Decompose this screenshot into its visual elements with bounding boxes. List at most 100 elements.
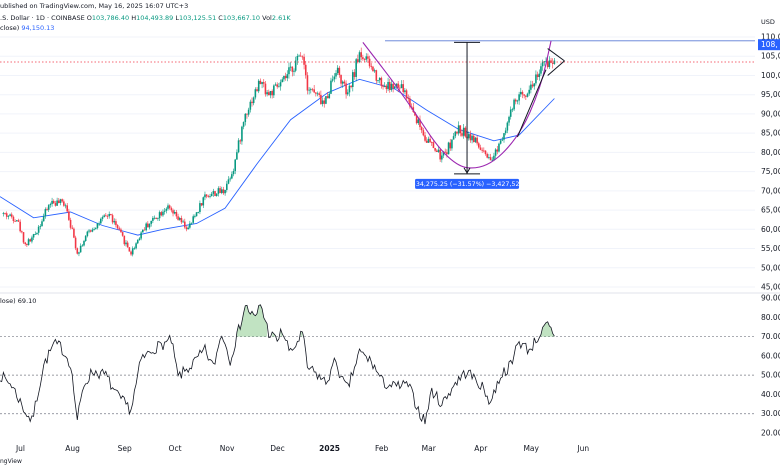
candle-body <box>303 56 305 65</box>
candle-body <box>98 223 100 225</box>
ohlc-high-label: H <box>131 14 137 22</box>
candle-body <box>69 219 72 228</box>
candle-body <box>51 200 53 204</box>
price-tick-label: 45,000 <box>761 283 780 292</box>
time-tick-label: Nov <box>220 444 235 453</box>
candle-body <box>200 203 203 206</box>
candle-body <box>22 232 25 243</box>
candle-body <box>388 82 391 91</box>
candle-body <box>150 220 152 224</box>
candle-body <box>120 229 122 233</box>
candle-body <box>101 217 104 219</box>
candle-body <box>323 100 326 104</box>
cup-arc <box>362 40 552 169</box>
candle-body <box>83 240 85 246</box>
candle-body <box>378 77 381 81</box>
candle-body <box>237 140 240 153</box>
candle-body <box>540 66 542 74</box>
candle-body <box>73 228 75 238</box>
candle-body <box>180 218 183 223</box>
rsi-axis: 90.00 80.00 70.00 60.00 50.00 40.00 30.00 20.00 <box>761 294 780 438</box>
candle-body <box>518 94 520 101</box>
candle-body <box>530 84 532 90</box>
published-caption: ublished on TradingView.com, May 16, 202… <box>0 2 189 10</box>
candle-body <box>205 194 208 197</box>
candle-body <box>541 61 544 67</box>
pennant-upper-line <box>547 48 565 62</box>
candle-body <box>340 74 342 84</box>
candle-body <box>392 83 394 89</box>
candle-body <box>46 209 48 210</box>
candle-body <box>409 98 411 107</box>
candle-body <box>232 170 235 175</box>
time-tick-label: Aug <box>65 444 80 453</box>
candle-body <box>136 240 139 244</box>
candle-body <box>89 230 92 232</box>
candle-body <box>111 215 114 223</box>
time-tick-label: Apr <box>474 444 488 453</box>
candle-body <box>400 84 403 88</box>
candle-body <box>217 188 220 194</box>
candle-body <box>187 227 189 230</box>
candle-body <box>538 73 541 78</box>
candle-body <box>194 216 196 217</box>
candle-body <box>190 222 193 224</box>
candle-body <box>316 93 319 95</box>
candle-body <box>536 74 539 78</box>
candle-body <box>153 217 156 219</box>
candle-body <box>219 188 221 193</box>
candle-body <box>167 205 169 209</box>
price-tick-label: 55,000 <box>761 244 780 253</box>
candle-body <box>304 64 307 76</box>
rsi-tick-label: 80.00 <box>761 313 780 322</box>
candle-body <box>227 179 230 184</box>
candle-body <box>325 96 327 104</box>
candle-body <box>318 93 320 95</box>
candle-body <box>525 95 527 97</box>
candle-body <box>372 66 374 72</box>
candle-body <box>367 56 369 59</box>
ohlc-close-label: C <box>218 14 223 22</box>
candle-body <box>373 70 376 72</box>
candle-body <box>358 52 361 63</box>
candle-body <box>516 100 519 102</box>
candle-body <box>451 139 453 149</box>
candle-body <box>432 142 435 149</box>
candle-body <box>353 72 356 77</box>
candle-body <box>207 196 210 198</box>
candle-body <box>326 96 329 99</box>
candle-body <box>462 127 465 136</box>
rsi-overbought-fill <box>236 304 268 337</box>
symbol-ohlc-line: .S. Dollar · 1D · COINBASE O103,786.40 H… <box>0 14 291 22</box>
candle-body <box>185 227 188 230</box>
rsi-overbought-fill <box>300 331 303 337</box>
ma-legend-label: close) <box>0 24 20 32</box>
candle-body <box>383 85 386 87</box>
candle-body <box>422 130 425 136</box>
candle-body <box>84 236 87 241</box>
candle-body <box>54 203 57 206</box>
candle-body <box>5 213 8 217</box>
candle-body <box>315 92 317 94</box>
candle-body <box>484 150 487 155</box>
candle-body <box>471 135 473 141</box>
time-tick-label: 2025 <box>319 444 340 453</box>
candle-body <box>498 143 500 152</box>
candle-body <box>496 149 499 152</box>
candle-body <box>363 59 366 60</box>
candle-body <box>145 223 147 231</box>
rsi-tick-label: 40.00 <box>761 390 780 399</box>
candle-body <box>91 229 94 232</box>
candle-body <box>96 223 99 229</box>
candle-body <box>204 194 206 198</box>
ma-legend: close) 94,150.13 <box>0 24 54 32</box>
price-tick-label: 60,000 <box>761 225 780 234</box>
candle-body <box>548 60 551 68</box>
volume-value: 2.61K <box>271 14 291 22</box>
candle-body <box>71 227 74 229</box>
candle-body <box>168 205 171 209</box>
candle-body <box>508 116 510 123</box>
candle-body <box>126 242 129 248</box>
candle-body <box>447 142 450 155</box>
price-tick-label: 50,000 <box>761 263 780 272</box>
